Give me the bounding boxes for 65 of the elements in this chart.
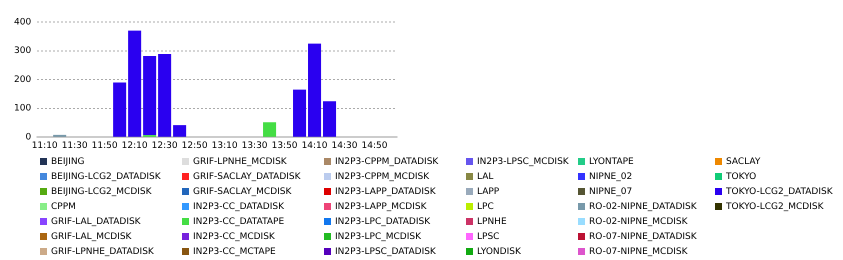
legend-label: CPPM [51, 202, 76, 212]
bar [308, 44, 322, 137]
legend-label: GRIF-LPNHE_DATADISK [51, 246, 154, 256]
y-tick-label: 300 [14, 46, 32, 56]
bar [323, 101, 336, 137]
legend-label: BEIJING-LCG2_MCDISK [51, 186, 152, 196]
legend-label: IN2P3-CC_MCTAPE [193, 246, 276, 256]
y-tick-label: 400 [14, 17, 32, 28]
legend-label: TOKYO-LCG2_MCDISK [726, 202, 824, 212]
legend-label: LYONDISK [477, 246, 521, 256]
legend-label: NIPNE_07 [589, 186, 632, 196]
bar [263, 122, 276, 137]
legend-label: NIPNE_02 [589, 172, 632, 182]
legend-label: IN2P3-LPSC_DATADISK [335, 246, 436, 256]
legend-label: GRIF-SACLAY_DATADISK [193, 172, 301, 182]
legend-label: IN2P3-LPC_MCDISK [335, 232, 421, 242]
legend-label: IN2P3-CPPM_MCDISK [335, 172, 430, 182]
bar [128, 30, 142, 137]
legend-label: IN2P3-CC_DATADISK [193, 202, 284, 212]
legend-label: RO-02-NIPNE_DATADISK [589, 202, 697, 212]
x-tick-label: 11:10 [32, 140, 58, 151]
legend-label: IN2P3-LAPP_DATADISK [335, 186, 436, 196]
legend-label: BEIJING-LCG2_DATADISK [51, 172, 161, 182]
legend-label: IN2P3-LPSC_MCDISK [477, 156, 569, 166]
legend-label: IN2P3-LAPP_MCDISK [335, 202, 426, 212]
legend-label: GRIF-LAL_MCDISK [51, 232, 132, 242]
legend-label: RO-02-NIPNE_MCDISK [589, 216, 688, 226]
legend-label: SACLAY [726, 156, 760, 166]
legend-label: LAPP [477, 186, 500, 196]
legend-label: BEIJING [51, 156, 85, 166]
legend-label: GRIF-LPNHE_MCDISK [193, 156, 287, 166]
y-tick-label: 200 [14, 74, 32, 85]
bar [293, 90, 306, 137]
legend-label: TOKYO [726, 172, 756, 182]
legend-label: GRIF-LAL_DATADISK [51, 216, 141, 226]
legend-label: IN2P3-CPPM_DATADISK [335, 156, 438, 166]
x-tick-label: 13:10 [212, 140, 238, 151]
y-tick-label: 0 [25, 132, 32, 143]
y-tick-label: 100 [14, 104, 32, 114]
x-tick-label: 13:50 [272, 140, 298, 151]
legend-label: LAL [477, 172, 494, 182]
bar [113, 82, 126, 137]
legend-label: RO-07-NIPNE_MCDISK [589, 246, 688, 256]
x-tick-label: 12:30 [152, 140, 178, 151]
x-tick-label: 14:10 [302, 140, 328, 151]
legend-label: LPC [477, 202, 494, 212]
legend-label: IN2P3-CC_MCDISK [193, 232, 275, 242]
legend-label: LYONTAPE [589, 156, 634, 166]
legend-label: TOKYO-LCG2_DATADISK [726, 186, 833, 196]
x-tick-label: 11:50 [92, 140, 118, 151]
x-tick-label: 14:50 [362, 140, 388, 151]
legend-label: LPSC [477, 232, 500, 242]
legend-label: IN2P3-LPC_DATADISK [335, 216, 430, 226]
bar [158, 54, 172, 137]
x-tick-label: 13:30 [242, 140, 268, 151]
x-tick-label: 14:30 [332, 140, 358, 151]
legend-label: IN2P3-CC_DATATAPE [193, 216, 284, 226]
legend-label: LPNHE [477, 216, 507, 226]
bar [143, 56, 156, 136]
legend-label: RO-07-NIPNE_DATADISK [589, 232, 697, 242]
x-tick-label: 12:10 [122, 140, 148, 151]
x-tick-label: 12:50 [182, 140, 208, 151]
bar [173, 125, 186, 137]
x-tick-label: 11:30 [62, 140, 88, 151]
legend-label: GRIF-SACLAY_MCDISK [193, 186, 292, 196]
